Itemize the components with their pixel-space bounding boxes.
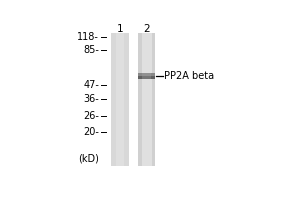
Text: 47-: 47- [83, 80, 99, 90]
Text: 36-: 36- [83, 94, 99, 104]
Text: 20-: 20- [83, 127, 99, 137]
Text: 118-: 118- [77, 32, 99, 42]
Text: 85-: 85- [83, 45, 99, 55]
Bar [142, 73, 151, 79]
Text: 2: 2 [143, 24, 150, 34]
Text: 1: 1 [117, 24, 123, 34]
Text: (kD): (kD) [78, 154, 99, 164]
Bar [111, 33, 129, 166]
Text: PP2A beta: PP2A beta [164, 71, 214, 81]
Bar [138, 73, 155, 76]
Bar [138, 33, 155, 166]
Bar [142, 33, 152, 166]
Text: 26-: 26- [83, 111, 99, 121]
Bar [138, 73, 155, 79]
Bar [116, 33, 124, 166]
